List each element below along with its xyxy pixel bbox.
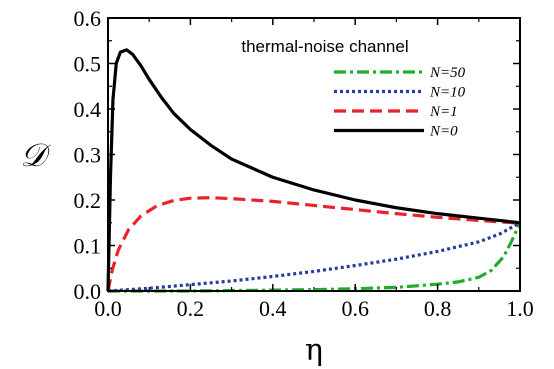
- x-tick-label: 1.0: [506, 296, 534, 321]
- chart-title: thermal-noise channel: [241, 37, 408, 56]
- y-tick-label: 0.0: [74, 279, 102, 304]
- y-axis-title: 𝒟: [20, 136, 51, 174]
- plot-frame: [107, 17, 521, 292]
- y-tick-label: 0.6: [74, 6, 102, 31]
- legend-label: N=50: [429, 65, 466, 81]
- y-tick-label: 0.1: [74, 234, 102, 259]
- y-tick-label: 0.5: [74, 52, 102, 77]
- tick-layer: 0.0 0.2 0.4 0.6 0.8 1.0 0.0 0.1 0.2 0.3 0.4 0.5 0.6: [74, 6, 534, 321]
- x-tick-label: 0.4: [259, 296, 287, 321]
- series-line-n-10: [107, 221, 521, 293]
- y-tick-label: 0.3: [74, 143, 102, 168]
- x-axis-title: η: [305, 333, 323, 368]
- legend-label: N=0: [429, 124, 458, 140]
- legend-label: N=10: [429, 85, 466, 101]
- series-line-n-50: [108, 222, 522, 293]
- x-tick-label: 0.2: [177, 296, 205, 321]
- series-line-n-0: [106, 48, 521, 292]
- series-line-n-1: [106, 196, 521, 292]
- x-tick-label: 0.6: [341, 296, 369, 321]
- legend: N=50 N=10 N=1 N=0: [334, 65, 466, 140]
- y-tick-label: 0.4: [74, 97, 102, 122]
- x-tick-label: 0.8: [424, 296, 452, 321]
- x-tick-label: 0.0: [94, 296, 122, 321]
- legend-label: N=1: [429, 104, 458, 120]
- y-tick-label: 0.2: [74, 188, 102, 213]
